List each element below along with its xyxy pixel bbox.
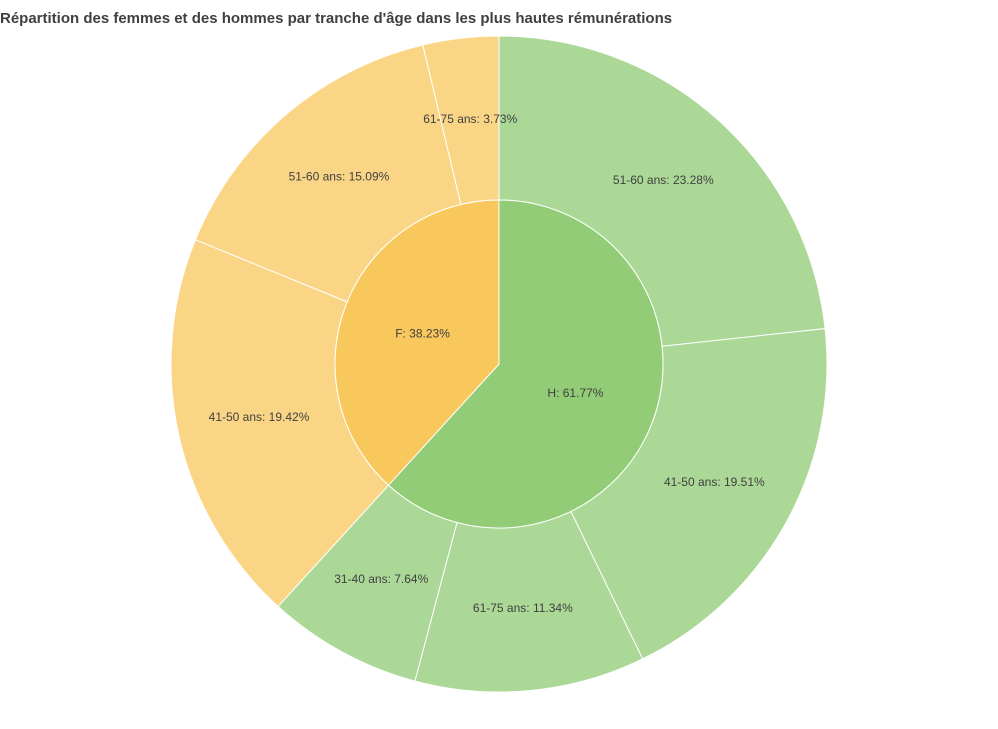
inner-label-f-38-23: F: 38.23% <box>395 327 450 341</box>
outer-ring <box>170 35 828 693</box>
inner-label-h-61-77: H: 61.77% <box>547 386 603 400</box>
outer-label-51-60-ans-15-09: 51-60 ans: 15.09% <box>289 169 390 183</box>
outer-label-31-40-ans-7-64: 31-40 ans: 7.64% <box>334 572 428 586</box>
inner-slice-f-38-23[interactable] <box>334 199 500 486</box>
inner-slice-h-61-77[interactable] <box>387 199 664 529</box>
outer-label-61-75-ans-11-34: 61-75 ans: 11.34% <box>473 601 573 615</box>
slice-labels: 51-60 ans: 23.28% 41-50 ans: 19.51% 61-75 … <box>209 112 765 615</box>
inner-ring <box>334 199 664 529</box>
outer-label-51-60-ans-23-28: 51-60 ans: 23.28% <box>613 173 714 187</box>
outer-label-41-50-ans-19-42: 41-50 ans: 19.42% <box>209 410 310 424</box>
outer-label-61-75-ans-3-73: 61-75 ans: 3.73% <box>423 112 517 126</box>
outer-label-41-50-ans-19-51: 41-50 ans: 19.51% <box>664 475 765 489</box>
chart-title: Répartition des femmes et des hommes par… <box>0 10 673 27</box>
